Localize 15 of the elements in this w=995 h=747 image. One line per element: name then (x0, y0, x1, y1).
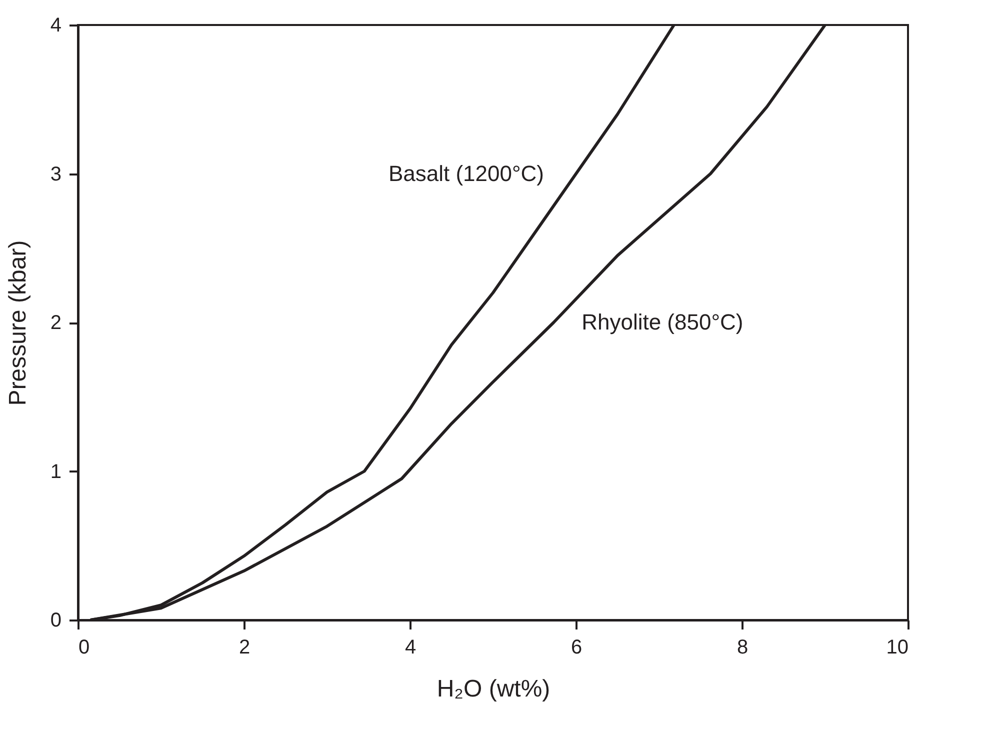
y-axis-title: Pressure (kbar) (4, 240, 32, 406)
x-axis-title: H₂O (wt%) (436, 676, 550, 702)
y-tick-label: 4 (50, 14, 62, 36)
y-tick-label: 2 (50, 312, 62, 334)
x-tick-label: 6 (570, 636, 582, 658)
y-tick-label: 0 (50, 610, 62, 632)
x-tick-label: 10 (886, 636, 908, 658)
x-tick-label: 2 (238, 636, 250, 658)
x-tick-label: 0 (78, 636, 90, 658)
series-label: Rhyolite (850°C) (582, 310, 744, 334)
x-tick-label: 8 (736, 636, 748, 658)
y-tick-label: 1 (50, 460, 62, 483)
x-tick-label: 4 (404, 636, 416, 658)
y-tick-label: 3 (50, 163, 62, 186)
series-label: Basalt (1200°C) (388, 160, 544, 186)
